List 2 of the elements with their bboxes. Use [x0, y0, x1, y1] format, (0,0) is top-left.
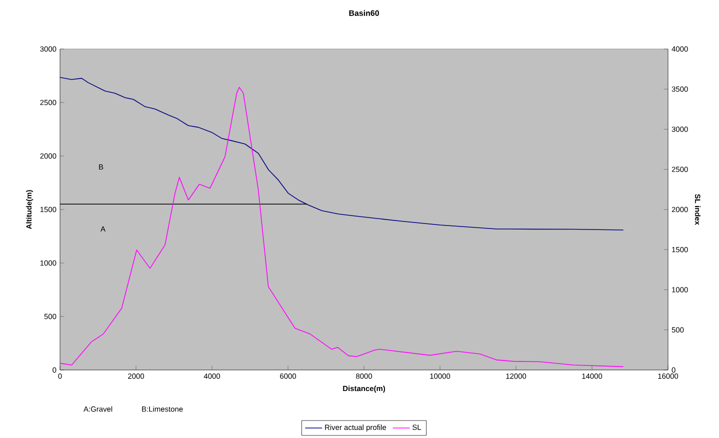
- line-series: [60, 86, 624, 368]
- line-series: [60, 76, 624, 230]
